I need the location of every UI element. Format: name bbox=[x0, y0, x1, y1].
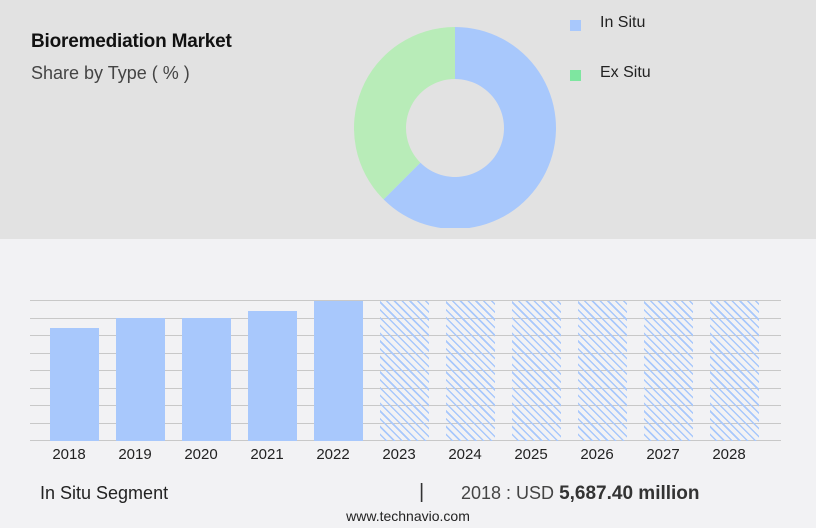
bar-2028-forecast[interactable] bbox=[710, 301, 759, 441]
bar-2022[interactable] bbox=[314, 301, 363, 441]
x-tick-label: 2018 bbox=[52, 446, 86, 463]
bar-2020[interactable] bbox=[182, 318, 231, 441]
legend-label: Ex Situ bbox=[600, 64, 651, 81]
x-tick-label: 2020 bbox=[184, 446, 218, 463]
source-link[interactable]: www.technavio.com bbox=[346, 508, 470, 524]
bar-2025-forecast[interactable] bbox=[512, 301, 561, 441]
bar-2023-forecast[interactable] bbox=[380, 301, 429, 441]
segment-value-amount: 5,687.40 million bbox=[559, 483, 700, 504]
segment-value: 2018 : USD 5,687.40 million bbox=[461, 483, 700, 505]
bar-2026-forecast[interactable] bbox=[578, 301, 627, 441]
bar-2021[interactable] bbox=[248, 311, 297, 441]
segment-value-prefix: 2018 : USD bbox=[461, 483, 560, 503]
donut-slice-ex-situ[interactable] bbox=[354, 27, 455, 200]
legend-label: In Situ bbox=[600, 14, 646, 31]
donut-clip bbox=[340, 0, 580, 228]
x-tick-label: 2025 bbox=[514, 446, 548, 463]
chart-subtitle: Share by Type ( % ) bbox=[31, 63, 190, 83]
donut-panel: Bioremediation Market Share by Type ( % … bbox=[0, 0, 816, 239]
gridline bbox=[30, 300, 781, 301]
x-tick-label: 2024 bbox=[448, 446, 482, 463]
bar-chart bbox=[30, 300, 781, 441]
legend-swatch-icon bbox=[570, 70, 581, 81]
donut-chart bbox=[354, 27, 556, 228]
legend-swatch-icon bbox=[570, 20, 581, 31]
segment-label: In Situ Segment bbox=[40, 483, 169, 503]
bar-2018[interactable] bbox=[50, 328, 99, 441]
bar-2019[interactable] bbox=[116, 318, 165, 441]
x-tick-label: 2027 bbox=[646, 446, 680, 463]
bar-2027-forecast[interactable] bbox=[644, 301, 693, 441]
x-tick-label: 2019 bbox=[118, 446, 152, 463]
donut-slice-in-situ[interactable] bbox=[383, 27, 556, 228]
bar-2024-forecast[interactable] bbox=[446, 301, 495, 441]
x-tick-label: 2026 bbox=[580, 446, 614, 463]
chart-title: Bioremediation Market bbox=[31, 31, 232, 52]
x-tick-label: 2022 bbox=[316, 446, 350, 463]
footer-separator: | bbox=[419, 481, 425, 503]
x-tick-label: 2028 bbox=[712, 446, 746, 463]
x-tick-label: 2023 bbox=[382, 446, 416, 463]
x-tick-label: 2021 bbox=[250, 446, 284, 463]
